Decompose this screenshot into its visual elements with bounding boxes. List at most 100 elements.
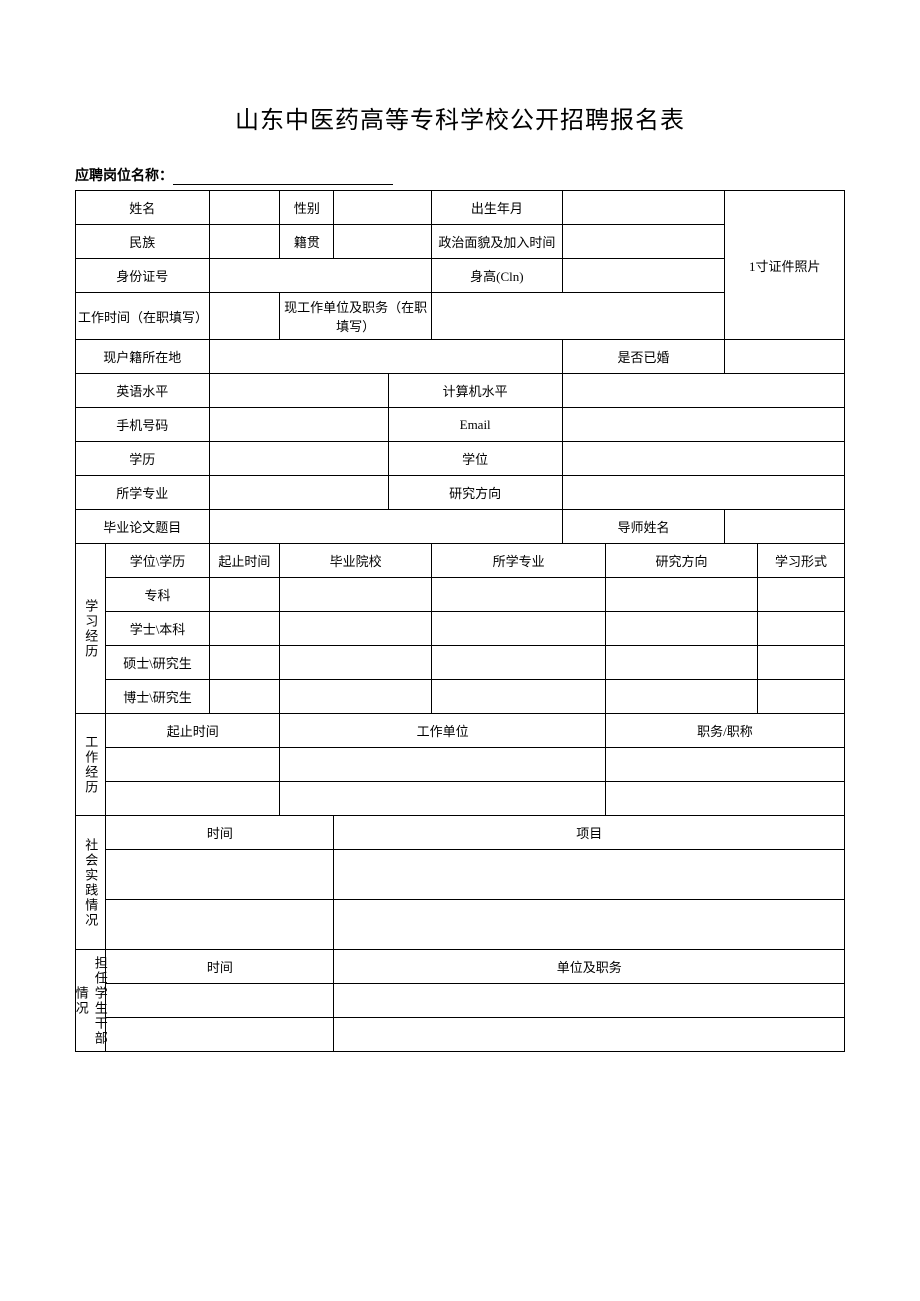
edu-row-3-c4 (605, 680, 757, 714)
label-id: 身份证号 (76, 259, 210, 293)
value-phone (209, 408, 388, 442)
edu-row-0-c3 (432, 578, 606, 612)
edu-row-2-c5 (758, 646, 845, 680)
work-row-0-c2 (605, 748, 844, 782)
label-height: 身高(Cln) (432, 259, 562, 293)
value-advisor (725, 510, 845, 544)
label-political: 政治面貌及加入时间 (432, 225, 562, 259)
label-email: Email (388, 408, 562, 442)
work-section-header: 工作经历 (76, 714, 106, 816)
value-english (209, 374, 388, 408)
value-education (209, 442, 388, 476)
practice-row-0-c1 (334, 850, 845, 900)
edu-row-3-c1 (209, 680, 280, 714)
edu-col-0: 学位\学历 (106, 544, 209, 578)
value-name (209, 191, 280, 225)
label-married: 是否已婚 (562, 340, 725, 374)
work-col-0: 起止时间 (106, 714, 280, 748)
value-birth (562, 191, 725, 225)
value-origin (334, 225, 432, 259)
value-id (209, 259, 432, 293)
edu-row-3-label: 博士\研究生 (106, 680, 209, 714)
label-major: 所学专业 (76, 476, 210, 510)
edu-col-4: 研究方向 (605, 544, 757, 578)
cadre-row-0-c0 (106, 984, 334, 1018)
edu-row-0-c5 (758, 578, 845, 612)
edu-row-2-c2 (280, 646, 432, 680)
edu-row-1-c5 (758, 612, 845, 646)
cadre-col-1: 单位及职务 (334, 950, 845, 984)
label-name: 姓名 (76, 191, 210, 225)
edu-row-2-c4 (605, 646, 757, 680)
label-research: 研究方向 (388, 476, 562, 510)
label-phone: 手机号码 (76, 408, 210, 442)
label-origin: 籍贯 (280, 225, 334, 259)
edu-row-1-label: 学士\本科 (106, 612, 209, 646)
label-residence: 现户籍所在地 (76, 340, 210, 374)
value-degree (562, 442, 844, 476)
value-major (209, 476, 388, 510)
label-english: 英语水平 (76, 374, 210, 408)
value-gender (334, 191, 432, 225)
practice-col-0: 时间 (106, 816, 334, 850)
edu-row-2-label: 硕士\研究生 (106, 646, 209, 680)
work-row-1-c0 (106, 782, 280, 816)
value-email (562, 408, 844, 442)
edu-col-5: 学习形式 (758, 544, 845, 578)
edu-col-2: 毕业院校 (280, 544, 432, 578)
value-research (562, 476, 844, 510)
application-form-table: 姓名 性别 出生年月 1寸证件照片 民族 籍贯 政治面貌及加入时间 身份证号 身… (75, 190, 845, 1052)
label-advisor: 导师姓名 (562, 510, 725, 544)
edu-col-3: 所学专业 (432, 544, 606, 578)
edu-row-1-c3 (432, 612, 606, 646)
edu-row-0-c4 (605, 578, 757, 612)
position-label-row: 应聘岗位名称： (75, 165, 845, 185)
value-ethnic (209, 225, 280, 259)
label-ethnic: 民族 (76, 225, 210, 259)
practice-section-header: 社会实践情况 (76, 816, 106, 950)
position-label: 应聘岗位名称： (75, 169, 173, 184)
edu-row-3-c5 (758, 680, 845, 714)
value-worktime (209, 293, 280, 340)
practice-row-1-c0 (106, 900, 334, 950)
work-row-1-c2 (605, 782, 844, 816)
edu-row-3-c2 (280, 680, 432, 714)
label-workunit: 现工作单位及职务（在职填写） (280, 293, 432, 340)
edu-section-header: 学习经历 (76, 544, 106, 714)
cadre-row-1-c1 (334, 1018, 845, 1052)
edu-row-2-c1 (209, 646, 280, 680)
practice-col-1: 项目 (334, 816, 845, 850)
edu-row-1-c1 (209, 612, 280, 646)
practice-row-0-c0 (106, 850, 334, 900)
photo-placeholder: 1寸证件照片 (725, 191, 845, 340)
label-degree: 学位 (388, 442, 562, 476)
position-underline (173, 171, 393, 185)
work-row-0-c1 (280, 748, 606, 782)
edu-row-0-label: 专科 (106, 578, 209, 612)
value-workunit (432, 293, 725, 340)
label-gender: 性别 (280, 191, 334, 225)
edu-row-2-c3 (432, 646, 606, 680)
edu-row-0-c2 (280, 578, 432, 612)
value-married (725, 340, 845, 374)
cadre-section-header: 担任学生干部情况 (76, 950, 106, 1052)
cadre-row-1-c0 (106, 1018, 334, 1052)
work-row-0-c0 (106, 748, 280, 782)
value-residence (209, 340, 562, 374)
edu-row-3-c3 (432, 680, 606, 714)
value-computer (562, 374, 844, 408)
work-row-1-c1 (280, 782, 606, 816)
page-title: 山东中医药高等专科学校公开招聘报名表 (75, 100, 845, 135)
label-education: 学历 (76, 442, 210, 476)
work-col-2: 职务/职称 (605, 714, 844, 748)
practice-row-1-c1 (334, 900, 845, 950)
cadre-row-0-c1 (334, 984, 845, 1018)
label-worktime: 工作时间（在职填写） (76, 293, 210, 340)
label-birth: 出生年月 (432, 191, 562, 225)
edu-row-0-c1 (209, 578, 280, 612)
work-col-1: 工作单位 (280, 714, 606, 748)
edu-row-1-c4 (605, 612, 757, 646)
label-computer: 计算机水平 (388, 374, 562, 408)
value-political (562, 225, 725, 259)
value-height (562, 259, 725, 293)
